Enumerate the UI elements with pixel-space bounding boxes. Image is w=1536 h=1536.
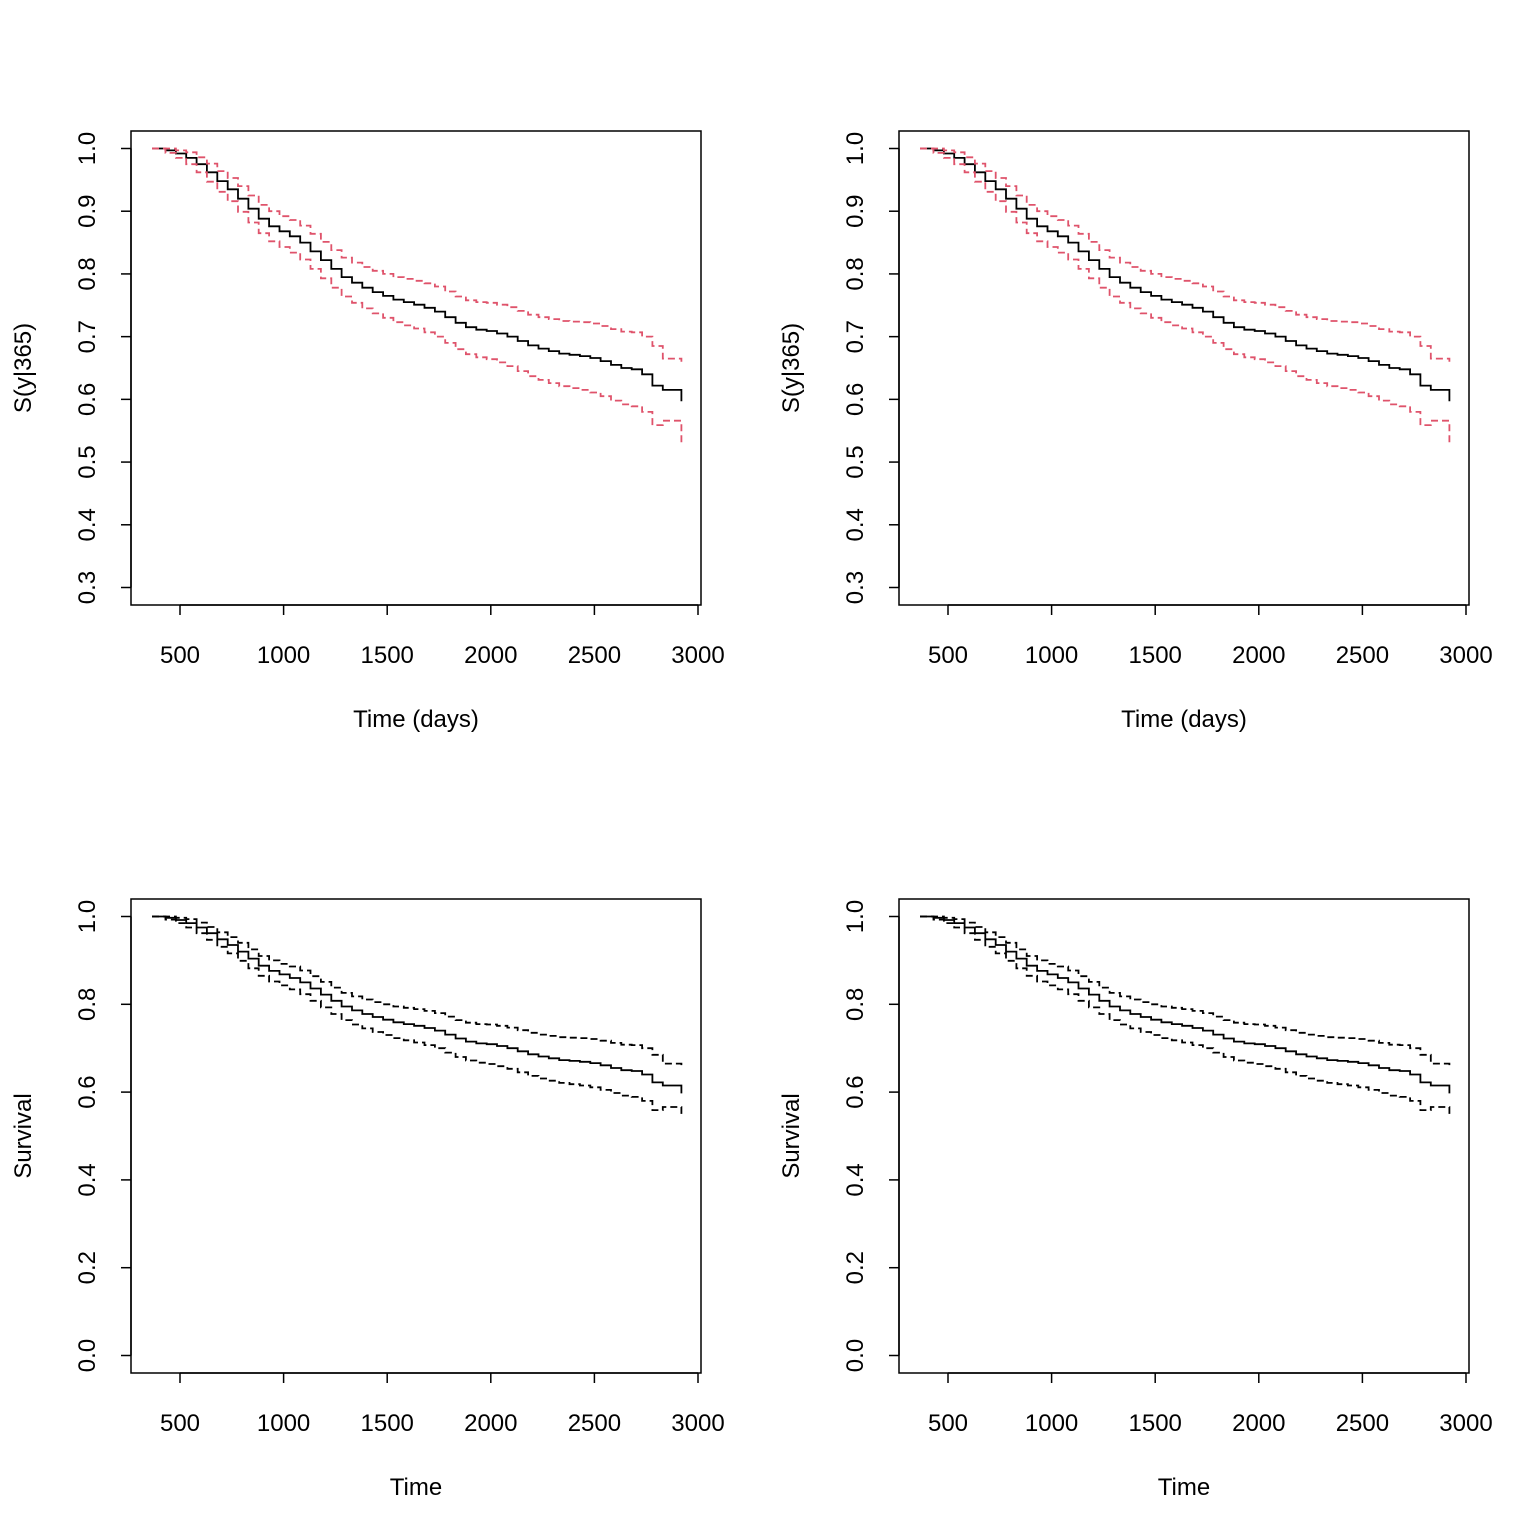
y-tick-label: 1.0 — [74, 132, 101, 165]
survival-estimate-line — [920, 147, 1451, 402]
x-tick-label: 2000 — [1232, 1410, 1285, 1437]
chart-panel-2: 500 1000 1500 2000 2500 3000 0.3 0.4 0.5 0.6 0.7 0.… — [778, 130, 1493, 733]
plot-frame — [130, 898, 702, 1374]
x-tick-label: 3000 — [671, 1410, 724, 1437]
survival-estimate-line — [920, 915, 1451, 1094]
plot-frame — [898, 898, 1470, 1374]
ci-upper-line — [920, 147, 1451, 362]
y-axis-label: Survival — [778, 1093, 805, 1178]
x-tick-label: 1000 — [1025, 642, 1078, 669]
y-tick-label: 0.4 — [842, 508, 869, 541]
x-tick-label: 3000 — [1439, 1410, 1492, 1437]
y-axis-label: S(y|365) — [10, 323, 37, 413]
y-tick-label: 0.3 — [842, 571, 869, 604]
y-tick-label: 0.9 — [74, 195, 101, 228]
y-tick-label: 0.4 — [74, 1163, 101, 1196]
x-tick-label: 500 — [928, 1410, 968, 1437]
survival-estimate-line — [152, 147, 683, 402]
y-tick-label: 0.8 — [842, 988, 869, 1021]
ci-upper-line — [152, 915, 683, 1066]
y-tick-label: 0.5 — [74, 445, 101, 478]
plot-frame — [898, 130, 1470, 606]
y-tick-label: 0.3 — [74, 571, 101, 604]
x-axis-label: Time — [1158, 1474, 1210, 1501]
x-axis-label: Time (days) — [1121, 706, 1247, 733]
ci-lower-line — [152, 915, 683, 1117]
y-tick-label: 0.6 — [842, 383, 869, 416]
x-tick-label: 3000 — [1439, 642, 1492, 669]
x-tick-label: 2000 — [464, 1410, 517, 1437]
y-axis-label: Survival — [10, 1093, 37, 1178]
x-tick-label: 1500 — [361, 1410, 414, 1437]
x-tick-label: 2000 — [1232, 642, 1285, 669]
x-tick-label: 2500 — [568, 1410, 621, 1437]
chart-panel-1: 500 1000 1500 2000 2500 3000 0.3 0.4 0.5 0.6 0.7 0.… — [10, 130, 725, 733]
x-tick-label: 500 — [160, 642, 200, 669]
y-tick-label: 0.7 — [842, 320, 869, 353]
y-tick-label: 0.2 — [842, 1251, 869, 1284]
y-tick-label: 0.6 — [74, 383, 101, 416]
x-tick-label: 2500 — [568, 642, 621, 669]
x-tick-label: 500 — [160, 1410, 200, 1437]
ci-lower-line — [920, 915, 1451, 1117]
chart-panel-4: 500 1000 1500 2000 2500 3000 0.0 0.2 0.4 0.6 0.8 1.… — [778, 898, 1493, 1501]
y-tick-label: 1.0 — [842, 132, 869, 165]
y-tick-label: 0.8 — [74, 988, 101, 1021]
ci-lower-line — [920, 147, 1451, 444]
y-tick-label: 0.9 — [842, 195, 869, 228]
x-tick-label: 1000 — [1025, 1410, 1078, 1437]
x-tick-label: 2000 — [464, 642, 517, 669]
y-tick-label: 1.0 — [842, 900, 869, 933]
chart-panel-3: 500 1000 1500 2000 2500 3000 0.0 0.2 0.4 0.6 0.8 1.… — [10, 898, 725, 1501]
x-tick-label: 1500 — [361, 642, 414, 669]
x-tick-label: 3000 — [671, 642, 724, 669]
x-tick-label: 2500 — [1336, 1410, 1389, 1437]
y-tick-label: 0.4 — [842, 1163, 869, 1196]
y-tick-label: 0.0 — [74, 1339, 101, 1372]
x-tick-label: 1000 — [257, 1410, 310, 1437]
ci-upper-line — [920, 915, 1451, 1066]
y-tick-label: 0.5 — [842, 445, 869, 478]
y-tick-label: 0.7 — [74, 320, 101, 353]
y-tick-label: 0.6 — [842, 1075, 869, 1108]
survival-estimate-line — [152, 915, 683, 1094]
x-tick-label: 1000 — [257, 642, 310, 669]
y-tick-label: 0.4 — [74, 508, 101, 541]
plot-frame — [130, 130, 702, 606]
y-tick-label: 0.8 — [74, 257, 101, 290]
x-tick-label: 2500 — [1336, 642, 1389, 669]
ci-lower-line — [152, 147, 683, 444]
y-tick-label: 1.0 — [74, 900, 101, 933]
x-axis-label: Time (days) — [353, 706, 479, 733]
ci-upper-line — [152, 147, 683, 362]
x-tick-label: 1500 — [1129, 642, 1182, 669]
y-tick-label: 0.6 — [74, 1075, 101, 1108]
x-tick-label: 1500 — [1129, 1410, 1182, 1437]
y-axis-label: S(y|365) — [778, 323, 805, 413]
y-tick-label: 0.0 — [842, 1339, 869, 1372]
y-tick-label: 0.2 — [74, 1251, 101, 1284]
y-tick-label: 0.8 — [842, 257, 869, 290]
x-tick-label: 500 — [928, 642, 968, 669]
x-axis-label: Time — [390, 1474, 442, 1501]
